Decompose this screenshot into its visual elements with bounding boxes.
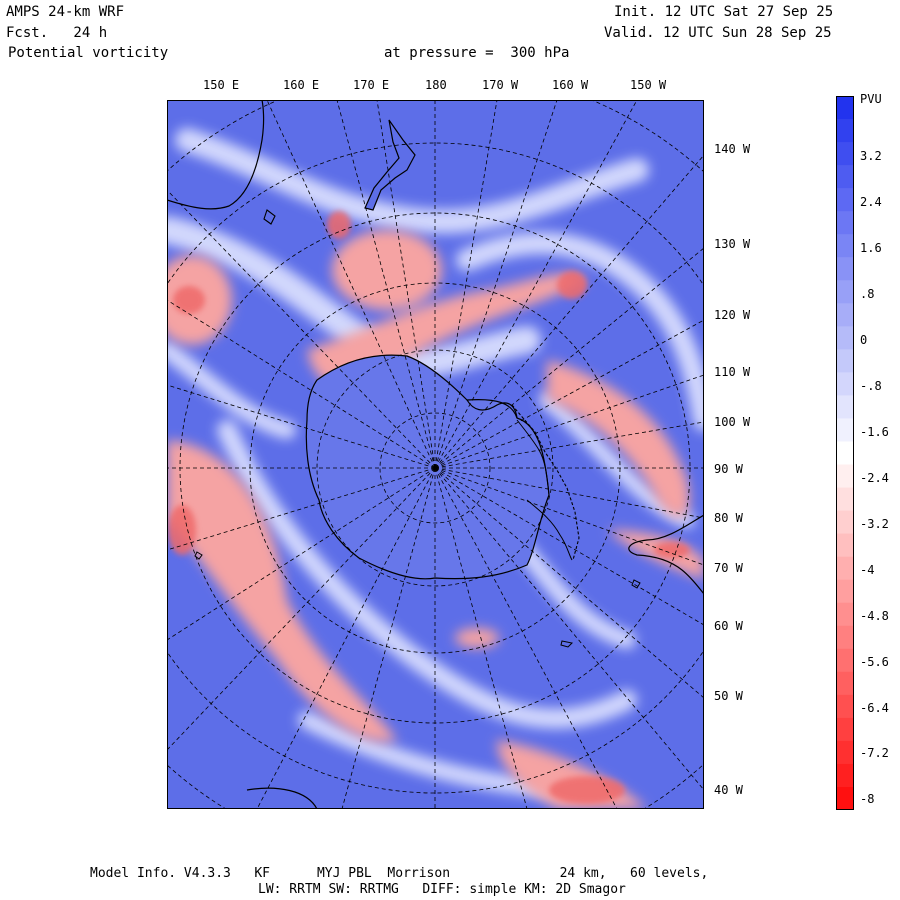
init-time: Init. 12 UTC Sat 27 Sep 25 [614, 4, 834, 20]
south-georgia [560, 640, 574, 648]
peninsula-islands [511, 404, 580, 561]
graticule [167, 100, 704, 809]
colorbar-cell [836, 464, 854, 489]
side-label-100w: 100 W [714, 415, 751, 429]
map-frame [167, 100, 704, 809]
colorbar-tick: 2.4 [860, 195, 882, 209]
south-america-coast [628, 514, 704, 595]
colorbar-cell [836, 349, 854, 373]
africa-coast [246, 787, 318, 809]
colorbar-cell [836, 326, 854, 350]
forecast-hour: Fcst. 24 h [6, 25, 108, 41]
colorbar-cell [836, 510, 854, 535]
side-label-40w: 40 W [714, 783, 743, 797]
lon-label-160e: 160 E [283, 78, 320, 92]
lon-label-150w: 150 W [630, 78, 667, 92]
colorbar-tick: 3.2 [860, 149, 882, 163]
side-label-80w: 80 W [714, 511, 743, 525]
colorbar-cell [836, 234, 854, 258]
lon-label-180: 180 [425, 78, 447, 92]
colorbar-cell [836, 671, 854, 696]
colorbar-tick: -1.6 [860, 425, 889, 439]
colorbar-tick: -5.6 [860, 655, 889, 669]
small-island [194, 551, 203, 560]
side-label-120w: 120 W [714, 308, 751, 322]
pv-strong-negative [168, 211, 690, 804]
side-label-70w: 70 W [714, 561, 743, 575]
colorbar-cell [836, 694, 854, 719]
colorbar-tick: 0 [860, 333, 868, 347]
colorbar-cell [836, 579, 854, 604]
colorbar-cell [836, 556, 854, 581]
colorbar-tick: -4 [860, 563, 875, 577]
colorbar-cell [836, 211, 854, 235]
colorbar-cell [836, 257, 854, 281]
colorbar [836, 96, 854, 810]
falkland-islands [631, 579, 641, 589]
colorbar-cell [836, 188, 854, 212]
side-label-140w: 140 W [714, 142, 751, 156]
model-info-line1: Model Info. V4.3.3 KF MYJ PBL Morrison 2… [90, 866, 709, 881]
side-label-50w: 50 W [714, 689, 743, 703]
antarctica-coast [305, 354, 573, 580]
side-label-90w: 90 W [714, 462, 743, 476]
colorbar-cell [836, 96, 854, 120]
colorbar-cell [836, 372, 854, 397]
lon-label-150e: 150 E [203, 78, 240, 92]
colorbar-tick: .8 [860, 287, 875, 301]
colorbar-cell [836, 395, 854, 420]
colorbar-unit: PVU [860, 92, 882, 106]
colorbar-cell [836, 763, 854, 788]
colorbar-cell [836, 142, 854, 166]
side-label-110w: 110 W [714, 365, 751, 379]
colorbar-cell [836, 648, 854, 673]
lon-label-170w: 170 W [482, 78, 519, 92]
australia-coast [167, 100, 265, 210]
colorbar-tick: -3.2 [860, 517, 889, 531]
colorbar-cell [836, 441, 854, 466]
pressure-level: at pressure = 300 hPa [384, 45, 570, 61]
colorbar-cell [836, 303, 854, 327]
colorbar-cell [836, 280, 854, 304]
lon-label-160w: 160 W [552, 78, 589, 92]
model-info-line2: LW: RRTM SW: RRTMG DIFF: simple KM: 2D S… [258, 882, 626, 897]
pv-neutral-bands [167, 128, 704, 799]
lon-label-170e: 170 E [353, 78, 390, 92]
colorbar-cell [836, 740, 854, 765]
new-zealand-coast [364, 119, 416, 211]
colorbar-tick: -2.4 [860, 471, 889, 485]
field-name: Potential vorticity [8, 45, 169, 61]
tasmania-coast [263, 209, 276, 225]
colorbar-cell [836, 487, 854, 512]
colorbar-cell [836, 625, 854, 650]
model-title: AMPS 24-km WRF [6, 4, 125, 20]
colorbar-cell [836, 418, 854, 443]
side-label-130w: 130 W [714, 237, 751, 251]
colorbar-cell [836, 533, 854, 558]
colorbar-cell [836, 786, 854, 810]
colorbar-tick: -8 [860, 792, 875, 806]
colorbar-tick: -6.4 [860, 701, 889, 715]
colorbar-cell [836, 717, 854, 742]
valid-time: Valid. 12 UTC Sun 28 Sep 25 [604, 25, 832, 41]
colorbar-tick: -4.8 [860, 609, 889, 623]
pv-map [167, 100, 704, 809]
colorbar-cell [836, 119, 854, 143]
colorbar-cell [836, 602, 854, 627]
colorbar-tick: 1.6 [860, 241, 882, 255]
colorbar-tick: -.8 [860, 379, 882, 393]
colorbar-cell [836, 165, 854, 189]
colorbar-tick: -7.2 [860, 746, 889, 760]
side-label-60w: 60 W [714, 619, 743, 633]
